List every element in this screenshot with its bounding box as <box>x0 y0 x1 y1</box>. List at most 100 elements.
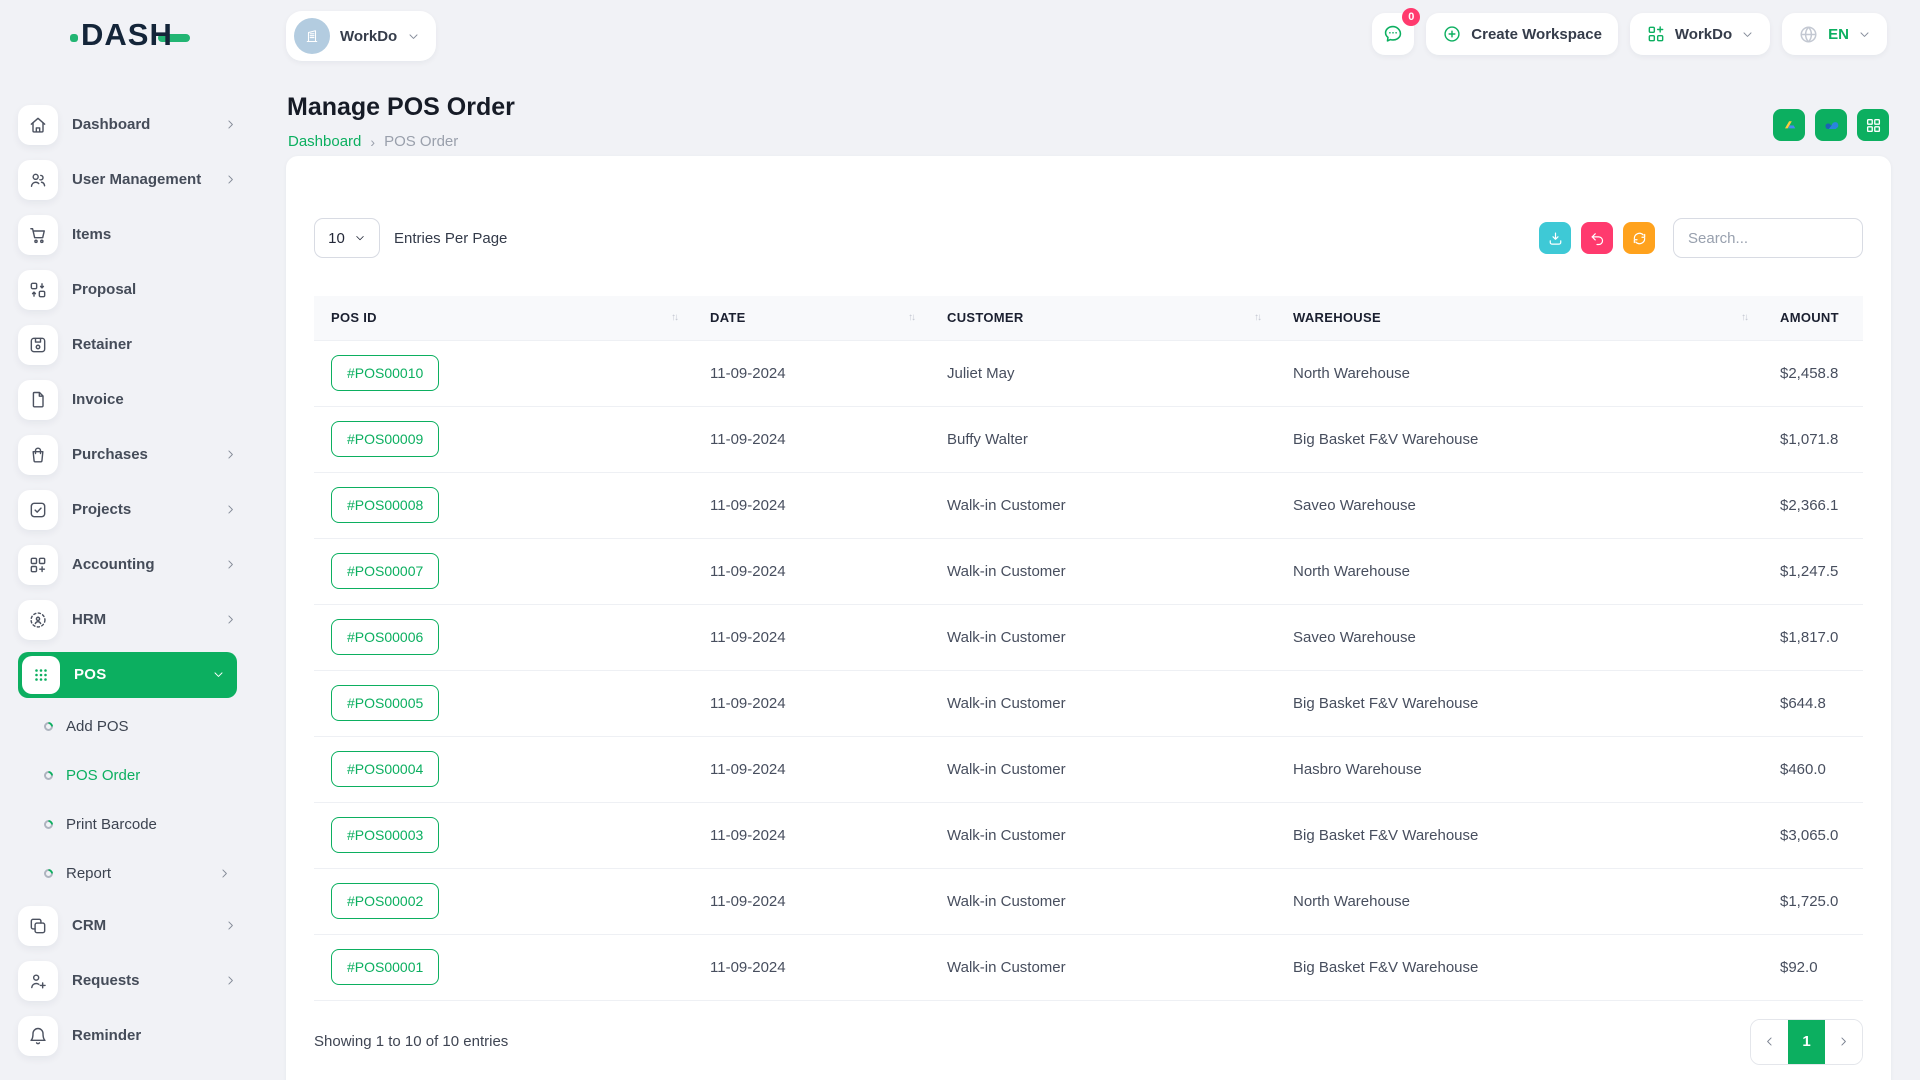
google-drive-icon <box>1780 116 1799 135</box>
sidebar-item-dashboard[interactable]: Dashboard <box>18 97 237 152</box>
sidebar-item-requests[interactable]: Requests <box>18 953 237 1008</box>
customer-cell: Walk-in Customer <box>930 868 1276 935</box>
reset-button[interactable] <box>1581 222 1613 254</box>
sidebar-item-pos[interactable]: POS <box>18 651 237 698</box>
customer-cell: Juliet May <box>930 339 1276 407</box>
messages-button[interactable]: 0 <box>1372 8 1421 55</box>
building-icon <box>302 26 322 46</box>
pagination-next-button[interactable] <box>1825 1019 1862 1064</box>
sidebar-item-purchases[interactable]: Purchases <box>18 427 237 482</box>
pos-id-badge[interactable]: #POS00005 <box>331 685 440 721</box>
logo-text: DASH <box>81 17 173 52</box>
date-cell: 11-09-2024 <box>693 802 930 869</box>
column-header-pos-id[interactable]: POS ID ↑↓ <box>314 296 693 340</box>
sidebar-item-projects[interactable]: Projects <box>18 482 237 537</box>
users-icon <box>18 159 58 200</box>
sidebar-subitem-add-pos[interactable]: Add POS <box>18 702 237 751</box>
workspace-selector[interactable]: WorkDo <box>286 11 437 61</box>
amount-cell: $644.8 <box>1763 670 1863 737</box>
reminder-icon <box>18 1015 58 1056</box>
date-cell: 11-09-2024 <box>693 472 930 539</box>
chevron-down-icon <box>354 232 366 244</box>
sidebar-subitem-pos-order[interactable]: POS Order <box>18 751 237 800</box>
crm-icon <box>18 905 58 946</box>
pagination-page-1[interactable]: 1 <box>1788 1019 1825 1064</box>
messages-badge: 0 <box>1402 8 1421 26</box>
pos-icon <box>22 655 60 694</box>
pos-id-badge[interactable]: #POS00002 <box>331 883 440 919</box>
page-title: Manage POS Order <box>287 93 515 121</box>
chevron-right-icon <box>224 974 237 987</box>
create-workspace-button[interactable]: Create Workspace <box>1426 13 1618 55</box>
pos-id-badge[interactable]: #POS00001 <box>331 949 440 985</box>
breadcrumb-dashboard-link[interactable]: Dashboard <box>288 133 362 150</box>
dash-logo[interactable]: DASH <box>70 17 190 53</box>
pos-id-badge[interactable]: #POS00007 <box>331 553 440 589</box>
showing-entries-text: Showing 1 to 10 of 10 entries <box>314 1033 509 1050</box>
sidebar-item-items[interactable]: Items <box>18 207 237 262</box>
language-menu-button[interactable]: EN <box>1782 13 1887 55</box>
download-icon <box>1547 230 1564 247</box>
logo-dash <box>157 34 190 42</box>
workspace-menu-label: WorkDo <box>1674 25 1733 43</box>
proposal-icon <box>18 269 58 310</box>
table-row: #POS00008 11-09-2024 Walk-in Customer Saveo… <box>314 472 1863 539</box>
sidebar-item-reminder[interactable]: Reminder <box>18 1008 237 1063</box>
sidebar-item-accounting[interactable]: Accounting <box>18 537 237 592</box>
sidebar-item-hrm[interactable]: HRM <box>18 592 237 647</box>
export-button[interactable] <box>1539 222 1571 254</box>
column-header-warehouse[interactable]: WAREHOUSE ↑↓ <box>1276 296 1763 340</box>
sidebar-item-user-management[interactable]: User Management <box>18 152 237 207</box>
submenu-bullet-icon <box>42 769 55 782</box>
sidebar-subitem-report[interactable]: Report <box>18 849 237 898</box>
modules-grid-button[interactable] <box>1857 109 1889 141</box>
date-cell: 11-09-2024 <box>693 604 930 671</box>
warehouse-cell: Saveo Warehouse <box>1276 604 1763 671</box>
sidebar-item-retainer[interactable]: Retainer <box>18 317 237 372</box>
pos-id-badge[interactable]: #POS00009 <box>331 421 440 457</box>
breadcrumb-current: POS Order <box>384 133 459 150</box>
onedrive-button[interactable] <box>1815 109 1847 141</box>
column-header-amount[interactable]: AMOUNT <box>1763 296 1863 340</box>
workspace-name: WorkDo <box>340 27 398 45</box>
chevron-down-icon <box>1858 28 1871 41</box>
table-row: #POS00010 11-09-2024 Juliet May North Wareh… <box>314 339 1863 407</box>
chevron-right-icon <box>224 173 237 186</box>
sidebar-subitem-print-barcode[interactable]: Print Barcode <box>18 800 237 849</box>
invoice-icon <box>18 379 58 420</box>
customer-cell: Walk-in Customer <box>930 604 1276 671</box>
workspace-menu-button[interactable]: WorkDo <box>1629 13 1771 55</box>
entries-per-page-select[interactable]: 10 <box>314 218 380 258</box>
top-right-cluster: 0 Create Workspace WorkDo EN <box>1372 8 1887 55</box>
pos-id-badge[interactable]: #POS00003 <box>331 817 440 853</box>
google-drive-button[interactable] <box>1773 109 1805 141</box>
chevron-right-icon <box>224 503 237 516</box>
sort-icon: ↑↓ <box>671 312 679 324</box>
onedrive-icon <box>1822 116 1841 135</box>
column-header-date[interactable]: DATE ↑↓ <box>693 296 930 340</box>
amount-cell: $1,817.0 <box>1763 604 1863 671</box>
sidebar-item-invoice[interactable]: Invoice <box>18 372 237 427</box>
sidebar-item-proposal[interactable]: Proposal <box>18 262 237 317</box>
amount-cell: $2,366.1 <box>1763 472 1863 539</box>
table-row: #POS00009 11-09-2024 Buffy Walter Big Baske… <box>314 406 1863 473</box>
sort-icon: ↑↓ <box>1254 312 1262 324</box>
refresh-button[interactable] <box>1623 222 1655 254</box>
sidebar: Dashboard User Management Items Proposal Ret… <box>0 71 255 1080</box>
pos-id-badge[interactable]: #POS00006 <box>331 619 440 655</box>
undo-icon <box>1589 230 1606 247</box>
pos-id-badge[interactable]: #POS00004 <box>331 751 440 787</box>
column-header-customer[interactable]: CUSTOMER ↑↓ <box>930 296 1276 340</box>
date-cell: 11-09-2024 <box>693 934 930 1001</box>
warehouse-cell: North Warehouse <box>1276 868 1763 935</box>
pos-id-badge[interactable]: #POS00010 <box>331 355 440 391</box>
amount-cell: $1,725.0 <box>1763 868 1863 935</box>
table-row: #POS00004 11-09-2024 Walk-in Customer Hasbr… <box>314 736 1863 803</box>
sidebar-item-crm[interactable]: CRM <box>18 898 237 953</box>
search-input[interactable] <box>1673 218 1863 258</box>
date-cell: 11-09-2024 <box>693 339 930 407</box>
pagination-prev-button[interactable] <box>1751 1019 1788 1064</box>
accounting-icon <box>18 544 58 585</box>
pos-id-badge[interactable]: #POS00008 <box>331 487 440 523</box>
controls-right <box>1539 218 1863 258</box>
